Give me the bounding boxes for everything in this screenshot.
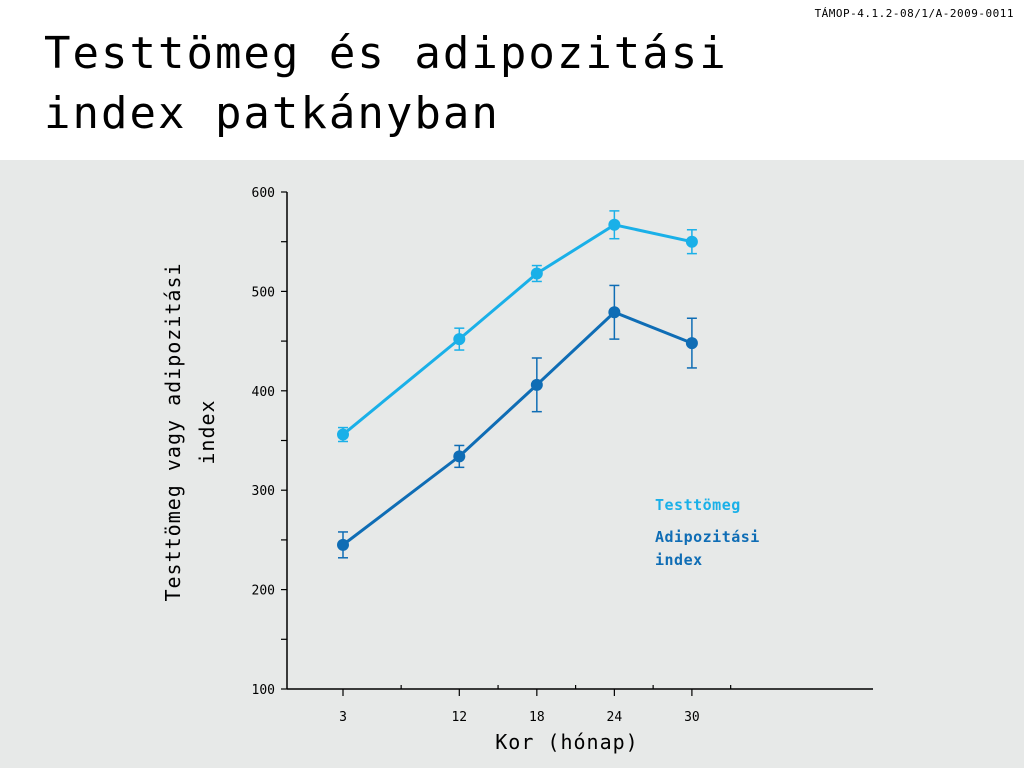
- legend-entry-adiposity: Adipozitási: [655, 528, 760, 546]
- y-tick-label: 200: [252, 584, 275, 599]
- slide-header: TÁMOP-4.1.2-08/1/A-2009-0011 Testtömeg é…: [0, 0, 1024, 160]
- legend-entry-adiposity: index: [655, 551, 703, 569]
- data-point: [337, 428, 349, 441]
- data-point: [608, 306, 621, 319]
- y-tick-label: 500: [252, 285, 275, 300]
- y-tick-label: 400: [252, 385, 275, 400]
- title-line-1: Testtömeg és adipozitási: [44, 28, 728, 79]
- series-line-1: [342, 310, 693, 547]
- title-line-2: index patkányban: [44, 88, 500, 139]
- data-point: [530, 378, 543, 391]
- data-point: [453, 450, 466, 463]
- y-tick-label: 300: [252, 484, 275, 499]
- data-point: [530, 267, 543, 280]
- y-axis-title-line: Testtömeg vagy adipozitási: [161, 262, 185, 601]
- data-point: [685, 337, 698, 350]
- y-tick-label: 600: [252, 186, 275, 201]
- project-code: TÁMOP-4.1.2-08/1/A-2009-0011: [814, 7, 1014, 20]
- x-tick-label: 18: [529, 710, 545, 725]
- x-tick-label: 12: [451, 710, 467, 725]
- data-point: [608, 218, 621, 231]
- slide-title: Testtömeg és adipozitási index patkányba…: [44, 24, 728, 144]
- data-point: [685, 235, 698, 248]
- data-point: [337, 538, 349, 551]
- x-tick-label: 3: [339, 710, 347, 725]
- line-chart: 100 200 300 400 500 600 3 12 18 24 30 Kor (hónap) Te…: [161, 186, 873, 754]
- x-tick-label: 30: [684, 710, 700, 725]
- chart-panel: 100 200 300 400 500 600 3 12 18 24 30 Kor (hónap) Te…: [0, 160, 1024, 768]
- y-axis-title-line: index: [195, 399, 219, 464]
- x-axis-title: Kor (hónap): [495, 730, 638, 754]
- data-point: [453, 333, 466, 346]
- y-axis-title: Testtömeg vagy adipozitási index: [161, 262, 219, 601]
- legend-entry-body-weight: Testtömeg: [655, 496, 741, 514]
- y-tick-label: 100: [252, 683, 275, 698]
- x-tick-label: 24: [607, 710, 623, 725]
